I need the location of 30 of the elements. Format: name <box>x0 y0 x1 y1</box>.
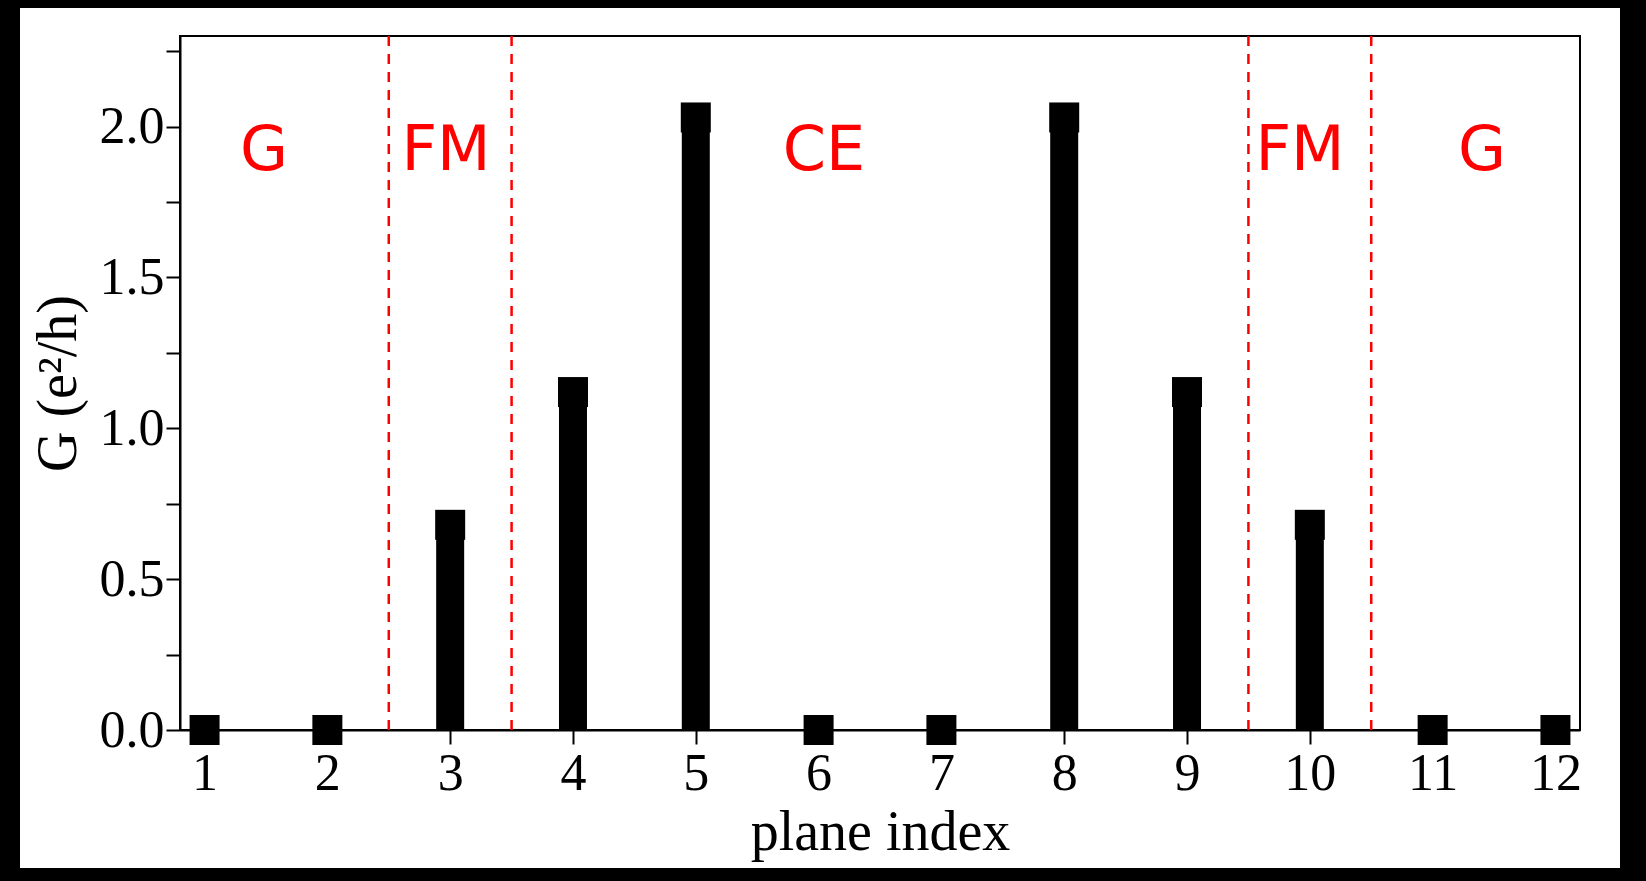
y-tick-label: 1.0 <box>99 398 165 456</box>
x-tick-label: 6 <box>806 743 833 801</box>
point <box>1294 509 1325 540</box>
y-axis-title: G (e²/h) <box>25 295 89 472</box>
x-tick-label: 7 <box>928 743 955 801</box>
annotation: FM <box>1255 112 1345 185</box>
x-tick-label: 3 <box>437 743 464 801</box>
y-tick-label: 2.0 <box>99 97 165 155</box>
annotation: CE <box>782 112 866 185</box>
x-tick-label: 2 <box>314 743 341 801</box>
point <box>1172 377 1203 408</box>
annotation: G <box>1457 112 1507 185</box>
y-tick-label: 1.5 <box>99 247 165 305</box>
annotation: FM <box>401 112 491 185</box>
x-tick-label: 10 <box>1284 743 1337 801</box>
x-tick-label: 12 <box>1529 743 1582 801</box>
point <box>680 102 711 133</box>
point <box>1049 102 1080 133</box>
x-tick-label: 4 <box>560 743 587 801</box>
x-tick-label: 5 <box>683 743 710 801</box>
point <box>557 377 588 408</box>
x-tick-label: 1 <box>192 743 219 801</box>
x-tick-label: 9 <box>1174 743 1201 801</box>
y-tick-label: 0.0 <box>99 700 165 758</box>
point <box>435 509 466 540</box>
annotation: G <box>239 112 289 185</box>
y-tick-label: 0.5 <box>99 549 165 607</box>
x-axis-title: plane index <box>750 799 1011 862</box>
x-tick-label: 11 <box>1408 743 1459 801</box>
x-tick-label: 8 <box>1051 743 1078 801</box>
